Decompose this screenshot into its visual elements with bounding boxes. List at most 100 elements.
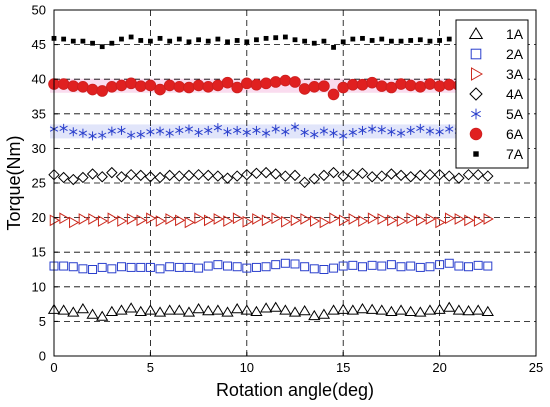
- point-6a: [318, 80, 330, 92]
- point-2a: [88, 265, 98, 274]
- point-7a: [360, 35, 365, 41]
- point-2a: [329, 263, 339, 273]
- point-3a: [223, 215, 234, 227]
- point-6a: [433, 80, 446, 92]
- point-1a: [365, 303, 379, 314]
- point-2a: [348, 260, 358, 270]
- point-4a: [356, 167, 369, 180]
- point-1a: [250, 305, 263, 316]
- point-3a: [367, 212, 379, 225]
- point-5a: [126, 130, 136, 140]
- point-4a: [453, 172, 465, 184]
- point-3a: [252, 213, 263, 225]
- point-5a: [406, 125, 415, 135]
- point-5a: [175, 125, 184, 135]
- point-2a: [396, 262, 406, 272]
- point-7a: [408, 38, 414, 43]
- point-3a: [377, 213, 388, 225]
- y-tick-label: 25: [32, 176, 46, 191]
- point-4a: [135, 169, 147, 182]
- point-6a: [115, 79, 128, 92]
- point-7a: [417, 37, 423, 43]
- point-3a: [396, 215, 408, 227]
- point-4a: [241, 168, 253, 181]
- point-1a: [163, 304, 176, 315]
- point-6a: [57, 78, 70, 90]
- point-7a: [176, 36, 182, 42]
- point-1a: [385, 305, 398, 316]
- point-5a: [213, 123, 223, 133]
- point-1a: [144, 304, 157, 315]
- point-2a: [155, 264, 165, 274]
- point-3a: [242, 215, 253, 228]
- point-6a: [202, 81, 215, 93]
- point-3a: [454, 213, 465, 225]
- point-2a: [68, 262, 78, 272]
- point-3a: [69, 216, 80, 229]
- y-axis-label: Torque(Nm): [4, 135, 24, 230]
- point-2a: [213, 260, 223, 270]
- point-6a: [183, 81, 195, 94]
- point-6a: [279, 74, 292, 87]
- y-tick-label: 40: [32, 72, 46, 87]
- point-2a: [338, 261, 348, 271]
- point-1a: [221, 306, 234, 317]
- point-3a: [310, 215, 321, 227]
- point-5a: [290, 122, 300, 132]
- point-3a: [59, 212, 70, 225]
- point-2a: [59, 261, 69, 271]
- y-tick-label: 20: [32, 210, 46, 225]
- point-1a: [452, 304, 466, 315]
- point-4a: [57, 171, 70, 184]
- point-5a: [377, 125, 386, 135]
- point-6a: [443, 78, 456, 91]
- point-1a: [337, 303, 350, 314]
- point-1a: [269, 301, 282, 312]
- point-4a: [308, 173, 320, 185]
- point-1a: [67, 306, 80, 317]
- point-5a: [98, 130, 107, 140]
- point-7a: [61, 36, 67, 42]
- point-3a: [175, 214, 186, 227]
- point-2a: [97, 262, 107, 272]
- point-5a: [136, 130, 145, 140]
- point-5a: [310, 130, 319, 140]
- point-7a: [350, 36, 356, 42]
- point-4a: [173, 170, 186, 182]
- y-tick-label: 0: [39, 349, 46, 364]
- point-6a: [260, 77, 272, 90]
- point-3a: [444, 212, 456, 225]
- point-7a: [167, 38, 173, 44]
- point-6a: [424, 78, 436, 90]
- point-4a: [289, 169, 301, 182]
- point-1a: [394, 304, 408, 315]
- point-1a: [57, 304, 70, 315]
- point-5a: [271, 124, 280, 134]
- point-1a: [192, 302, 205, 314]
- point-4a: [250, 167, 263, 180]
- point-1a: [414, 306, 427, 317]
- point-3a: [464, 214, 475, 227]
- point-2a: [232, 262, 242, 272]
- point-6a: [163, 79, 176, 92]
- point-4a: [67, 173, 79, 186]
- point-6a: [298, 83, 311, 95]
- point-4a: [462, 168, 475, 181]
- series-4a: [48, 166, 494, 189]
- series-1a: [47, 301, 494, 321]
- point-1a: [481, 305, 494, 316]
- point-3a: [387, 214, 398, 227]
- y-tick-label: 45: [32, 37, 46, 52]
- point-4a: [202, 169, 214, 182]
- point-2a: [473, 260, 483, 270]
- point-3a: [271, 212, 282, 225]
- point-5a: [223, 127, 232, 137]
- point-2a: [386, 260, 396, 270]
- point-4a: [327, 166, 340, 179]
- point-4a: [163, 169, 176, 182]
- point-1a: [182, 306, 196, 317]
- point-2a: [126, 262, 136, 272]
- point-3a: [435, 216, 446, 229]
- point-7a: [398, 38, 404, 44]
